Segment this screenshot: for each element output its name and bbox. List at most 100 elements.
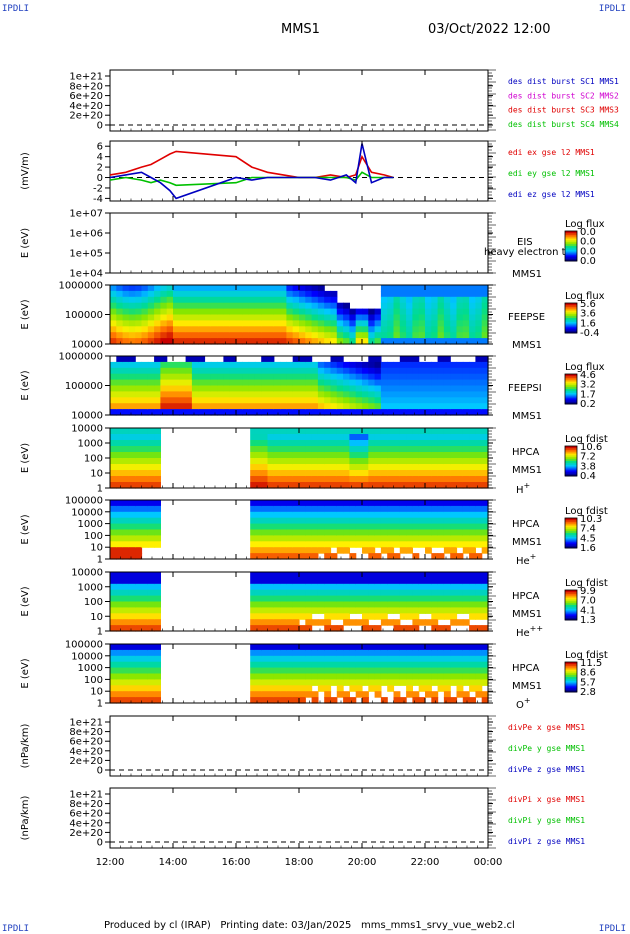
y-tick-label: 8e+20 bbox=[69, 81, 103, 92]
spectrogram-cell bbox=[141, 440, 149, 447]
spectrogram-cell bbox=[267, 458, 275, 465]
spectrogram-cell bbox=[450, 470, 458, 477]
spectrogram-cell bbox=[280, 373, 287, 381]
spectrogram-cell bbox=[387, 482, 395, 489]
colorbar-step bbox=[565, 590, 577, 593]
spectrogram-cell bbox=[374, 625, 382, 632]
spectrogram-cell bbox=[425, 446, 432, 453]
spectrogram-cell bbox=[450, 511, 458, 519]
spectrogram-cell bbox=[305, 326, 313, 333]
spectrogram-cell bbox=[286, 589, 294, 597]
spectrogram-cell bbox=[135, 553, 143, 560]
spectrogram-cell bbox=[110, 547, 117, 554]
spectrogram-cell bbox=[267, 577, 275, 585]
spectrogram-cell bbox=[122, 511, 130, 519]
spectrogram-cell bbox=[305, 428, 313, 435]
spectrogram-cell bbox=[475, 553, 483, 560]
spectrogram-cell bbox=[299, 285, 306, 292]
spectrogram-cell bbox=[261, 619, 269, 626]
spectrogram-cell bbox=[343, 320, 350, 327]
spectrogram-cell bbox=[273, 314, 281, 321]
spectrogram-cell bbox=[204, 326, 212, 333]
y-tick-label: 1 bbox=[97, 627, 103, 638]
spectrogram-cell bbox=[154, 446, 161, 453]
spectrogram-cell bbox=[116, 577, 124, 585]
spectrogram-cell bbox=[475, 314, 483, 321]
spectrogram-cell bbox=[437, 361, 445, 369]
spectrogram-cell bbox=[286, 649, 294, 657]
spectrogram-cell bbox=[141, 583, 149, 591]
spectrogram-cell bbox=[475, 541, 483, 548]
spectrogram-cell bbox=[336, 500, 344, 507]
spectrogram-cell bbox=[362, 320, 369, 327]
spectrogram-cell bbox=[349, 452, 357, 459]
spectrogram-cell bbox=[462, 446, 470, 453]
spectrogram-cell bbox=[305, 296, 313, 304]
spectrogram-cell bbox=[469, 529, 476, 536]
spectrogram-cell bbox=[456, 601, 464, 608]
spectrogram-cell bbox=[217, 326, 224, 333]
spectrogram-cell bbox=[160, 409, 168, 416]
spectrogram-p8 bbox=[110, 572, 489, 632]
spectrogram-cell bbox=[406, 511, 413, 519]
spectrogram-cell bbox=[210, 403, 218, 410]
spectrogram-cell bbox=[418, 470, 426, 477]
spectrogram-cell bbox=[160, 332, 168, 339]
spectrogram-cell bbox=[368, 373, 376, 381]
spectrogram-cell bbox=[261, 409, 269, 416]
spectrogram-cell bbox=[399, 679, 407, 686]
spectrogram-cell bbox=[280, 529, 287, 536]
spectrogram-cell bbox=[254, 500, 262, 507]
spectrogram-cell bbox=[437, 379, 445, 387]
spectrogram-cell bbox=[280, 285, 287, 292]
spectrogram-cell bbox=[393, 535, 401, 542]
spectrogram-cell bbox=[481, 379, 489, 387]
spectrogram-cell bbox=[443, 385, 451, 392]
spectrogram-cell bbox=[469, 517, 476, 525]
spectrogram-cell bbox=[128, 625, 136, 632]
spectrogram-cell bbox=[380, 547, 388, 554]
spectrogram-cell bbox=[280, 379, 287, 387]
spectrogram-cell bbox=[128, 505, 136, 513]
spectrogram-cell bbox=[254, 505, 262, 513]
spectrogram-cell bbox=[122, 619, 130, 626]
spectrogram-cell bbox=[267, 535, 275, 542]
spectrogram-cell bbox=[135, 685, 143, 692]
spectrogram-cell bbox=[393, 661, 401, 669]
spectrogram-cell bbox=[450, 326, 458, 333]
spectrogram-cell bbox=[292, 367, 300, 375]
spectrogram-cell bbox=[141, 296, 149, 304]
spectrogram-cell bbox=[280, 452, 287, 459]
spectrogram-cell bbox=[374, 452, 382, 459]
spectrogram-cell bbox=[393, 367, 401, 375]
spectrogram-cell bbox=[248, 655, 256, 663]
spectrogram-cell bbox=[280, 464, 287, 471]
spectrogram-cell bbox=[204, 391, 212, 398]
spectrogram-cell bbox=[141, 285, 149, 292]
spectrogram-cell bbox=[362, 595, 369, 603]
spectrogram-cell bbox=[147, 440, 155, 447]
spectrogram-cell bbox=[380, 523, 388, 531]
spectrogram-cell bbox=[110, 673, 117, 680]
spectrogram-cell bbox=[406, 373, 413, 381]
spectrogram-cell bbox=[336, 367, 344, 375]
spectrogram-cell bbox=[462, 302, 470, 310]
spectrogram-cell bbox=[412, 391, 420, 398]
spectrogram-cell bbox=[267, 320, 275, 327]
spectrogram-cell bbox=[248, 464, 256, 471]
colorbar-tick-label: 4.5 bbox=[580, 533, 596, 544]
spectrogram-cell bbox=[254, 685, 262, 692]
colorbar-tick-label: 10.3 bbox=[580, 514, 602, 525]
spectrogram-cell bbox=[210, 338, 218, 345]
legend-entry: divPe y gse MMS1 bbox=[508, 744, 585, 753]
spectrogram-cell bbox=[254, 517, 262, 525]
spectrogram-cell bbox=[160, 320, 168, 327]
spectrogram-cell bbox=[349, 679, 357, 686]
spectrogram-cell bbox=[387, 577, 395, 585]
spectrogram-cell bbox=[147, 655, 155, 663]
spectrogram-cell bbox=[128, 428, 136, 435]
spectrogram-cell bbox=[343, 446, 350, 453]
spectrogram-cell bbox=[456, 476, 464, 483]
colorbar-step bbox=[565, 673, 577, 676]
